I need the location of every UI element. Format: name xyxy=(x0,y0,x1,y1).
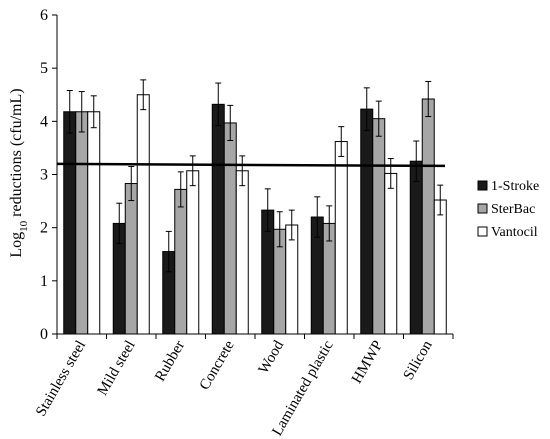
bar-vantocil-7 xyxy=(384,172,398,335)
bar-sterbac-7 xyxy=(372,118,386,335)
y-tick-label: 1 xyxy=(40,273,48,290)
legend-label: 1-Stroke xyxy=(491,179,539,194)
legend-swatch xyxy=(477,226,488,237)
bar-vantocil-8 xyxy=(433,199,447,335)
bar-sterbac-3 xyxy=(174,188,188,335)
reference-line xyxy=(56,162,446,168)
x-category-label: Wood xyxy=(256,338,288,377)
bar-1-stroke-1 xyxy=(63,111,77,335)
y-tick-label: 4 xyxy=(40,113,48,130)
y-tick-label: 0 xyxy=(40,326,48,343)
bar-vantocil-2 xyxy=(136,94,150,335)
x-category-label: Rubber xyxy=(152,338,188,384)
x-category-label: Concrete xyxy=(197,338,238,393)
legend: 1-Stroke SterBac Vantocil xyxy=(477,179,539,240)
legend-swatch xyxy=(477,180,488,191)
x-category-label: HMWP xyxy=(349,338,386,386)
bar-vantocil-4 xyxy=(235,170,249,335)
y-axis-title: Log10 reductions (cfu/mL) xyxy=(8,88,30,257)
x-axis-categories: Stainless steel Mild steel Rubber Concrete W… xyxy=(33,334,454,439)
bar-vantocil-1 xyxy=(87,111,101,335)
bar-sterbac-4 xyxy=(223,122,237,335)
x-category-label: Mild steel xyxy=(95,338,139,398)
y-axis-ticks: 0 1 2 3 4 5 6 xyxy=(40,7,57,343)
legend-swatch xyxy=(477,203,488,214)
legend-label: SterBac xyxy=(491,202,535,217)
legend-label: Vantocil xyxy=(491,225,538,240)
bar-vantocil-6 xyxy=(334,141,348,335)
x-category-label: Silicon xyxy=(401,338,436,383)
plot-area xyxy=(56,15,453,335)
bar-vantocil-5 xyxy=(285,224,299,335)
bar-sterbac-8 xyxy=(421,98,435,335)
bar-1-stroke-4 xyxy=(211,103,225,335)
bar-1-stroke-7 xyxy=(360,108,374,335)
y-tick-label: 3 xyxy=(40,167,48,184)
bar-sterbac-2 xyxy=(124,183,138,335)
bar-1-stroke-8 xyxy=(409,160,423,335)
y-tick-label: 2 xyxy=(40,220,48,237)
y-tick-label: 6 xyxy=(40,7,48,24)
y-tick-label: 5 xyxy=(40,60,48,77)
x-category-label: Stainless steel xyxy=(33,338,89,419)
bar-vantocil-3 xyxy=(186,170,200,335)
bar-sterbac-1 xyxy=(75,111,89,335)
